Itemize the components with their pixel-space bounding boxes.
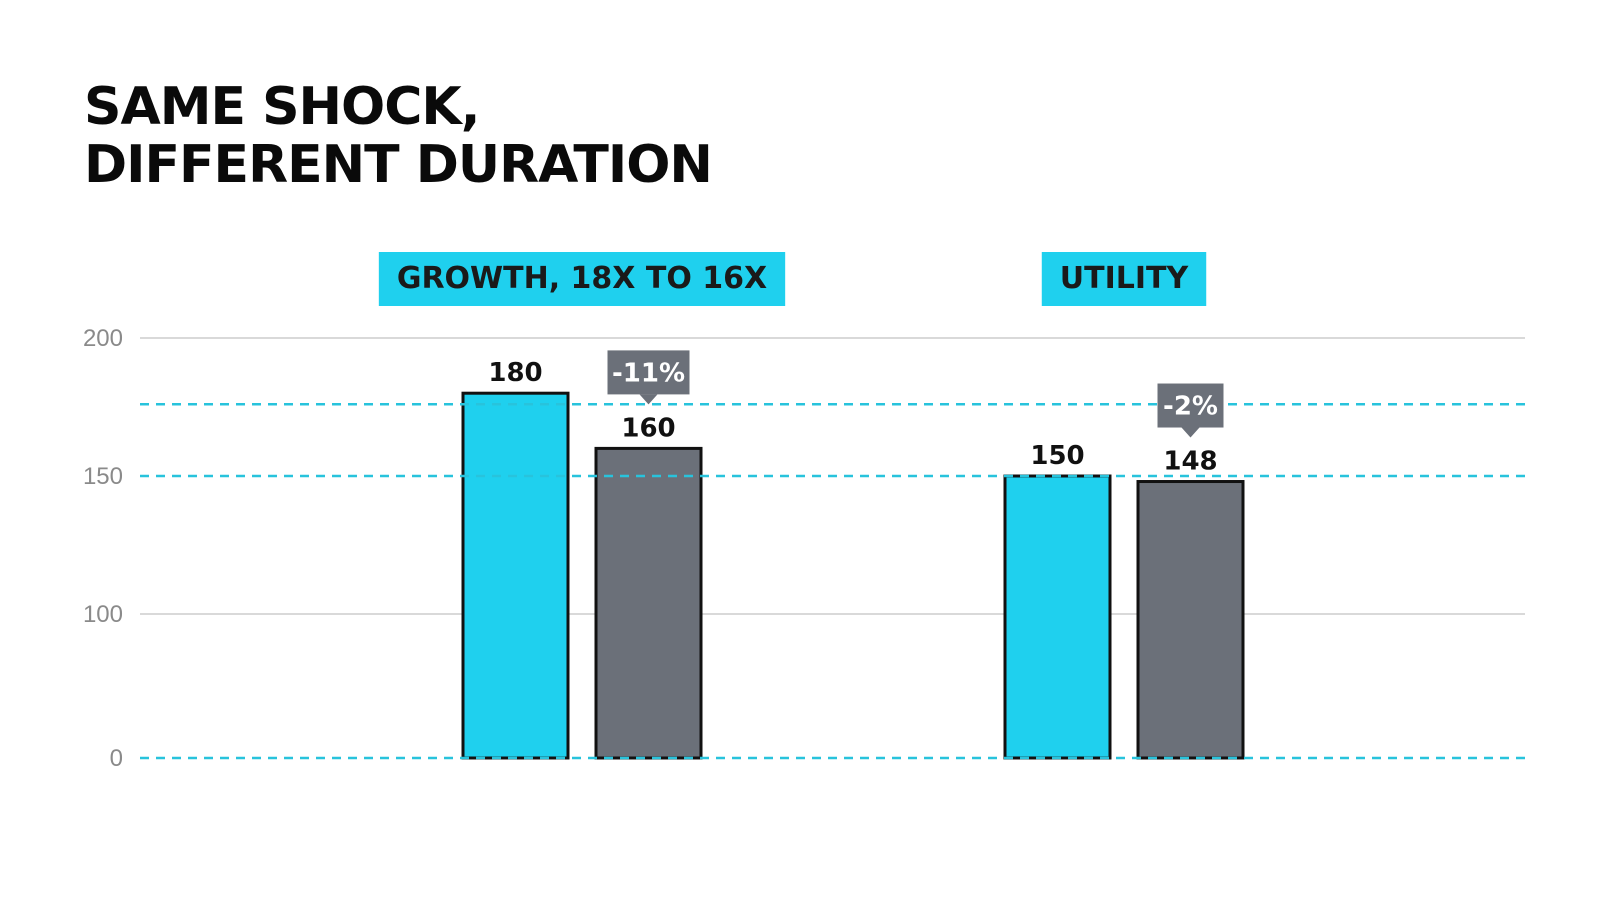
change-badge	[607, 350, 690, 395]
title-line-1: SAME SHOCK,	[84, 77, 480, 137]
change-badge	[1157, 383, 1224, 428]
category-label: GROWTH, 18X TO 16X	[397, 261, 767, 296]
y-tick-label: 0	[110, 745, 123, 772]
value-label: 180	[488, 358, 542, 388]
change-badge-label: -11%	[612, 358, 685, 388]
page-title: SAME SHOCK, DIFFERENT DURATION	[84, 77, 713, 195]
bar	[1003, 474, 1112, 760]
category-label-box	[1041, 252, 1207, 306]
category-label-box	[378, 252, 786, 306]
bar	[594, 446, 703, 760]
change-badge-pointer	[639, 394, 658, 405]
bar	[1136, 480, 1245, 760]
bar	[461, 391, 570, 760]
y-tick-label: 100	[83, 601, 123, 628]
y-tick-label: 200	[83, 325, 123, 352]
change-badge-label: -2%	[1163, 392, 1218, 422]
category-label: UTILITY	[1060, 261, 1190, 296]
change-badge-pointer	[1181, 427, 1200, 438]
value-label: 150	[1030, 441, 1084, 471]
title-line-2: DIFFERENT DURATION	[84, 135, 713, 195]
value-label: 160	[621, 413, 675, 443]
value-label: 148	[1163, 447, 1217, 477]
y-tick-label: 150	[83, 463, 123, 490]
